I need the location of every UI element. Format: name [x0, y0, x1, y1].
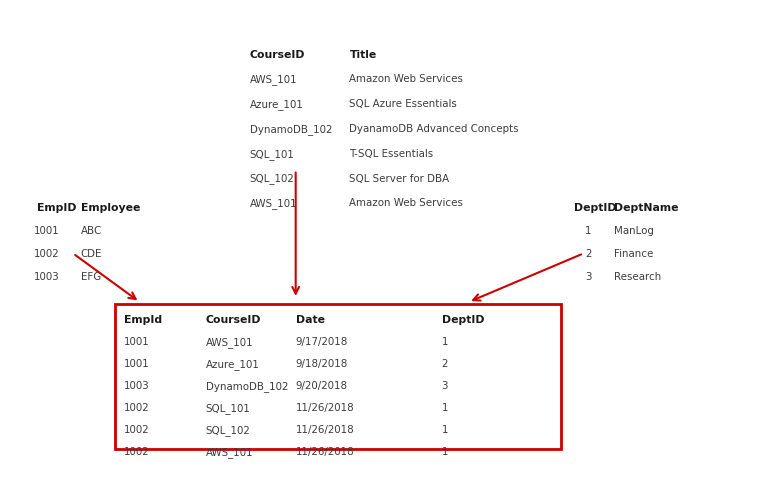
Text: SQL_102: SQL_102 — [250, 174, 294, 185]
Text: EmpId: EmpId — [124, 315, 163, 326]
Text: AWS_101: AWS_101 — [250, 74, 297, 85]
Text: 1002: 1002 — [35, 249, 60, 259]
Text: SQL_101: SQL_101 — [250, 149, 294, 160]
Text: Employee: Employee — [81, 203, 140, 213]
Text: 1001: 1001 — [124, 359, 151, 369]
Text: Date: Date — [296, 315, 325, 326]
Text: Azure_101: Azure_101 — [206, 359, 260, 370]
Text: 1002: 1002 — [124, 425, 150, 435]
Text: 2: 2 — [442, 359, 448, 369]
Bar — [115, 304, 561, 449]
Text: EmpID: EmpID — [37, 203, 76, 213]
Text: 1: 1 — [442, 337, 448, 347]
Text: 2: 2 — [585, 249, 591, 259]
Text: 11/26/2018: 11/26/2018 — [296, 403, 354, 413]
Text: AWS_101: AWS_101 — [206, 337, 253, 348]
Text: SQL_102: SQL_102 — [206, 425, 250, 436]
Text: DyanamoDB Advanced Concepts: DyanamoDB Advanced Concepts — [349, 124, 519, 134]
Text: DeptID: DeptID — [442, 315, 484, 326]
Text: AWS_101: AWS_101 — [250, 198, 297, 209]
Text: CDE: CDE — [81, 249, 102, 259]
Text: DeptID: DeptID — [574, 203, 617, 213]
Text: 1001: 1001 — [124, 337, 151, 347]
Text: 1: 1 — [442, 447, 448, 457]
Text: AWS_101: AWS_101 — [206, 447, 253, 458]
Text: 1001: 1001 — [34, 226, 60, 236]
Text: Research: Research — [614, 272, 662, 282]
Text: DeptName: DeptName — [614, 203, 679, 213]
Text: 1003: 1003 — [124, 381, 151, 391]
Text: ABC: ABC — [81, 226, 102, 236]
Text: Azure_101: Azure_101 — [250, 99, 303, 110]
Text: 3: 3 — [442, 381, 448, 391]
Text: Amazon Web Services: Amazon Web Services — [349, 198, 463, 208]
Text: EFG: EFG — [81, 272, 101, 282]
Text: 9/18/2018: 9/18/2018 — [296, 359, 348, 369]
Text: 1003: 1003 — [34, 272, 60, 282]
Text: 3: 3 — [585, 272, 591, 282]
Text: CourseID: CourseID — [206, 315, 261, 326]
Text: DynamoDB_102: DynamoDB_102 — [250, 124, 332, 135]
Text: 11/26/2018: 11/26/2018 — [296, 447, 354, 457]
Text: 1: 1 — [585, 226, 591, 236]
Text: 1: 1 — [442, 403, 448, 413]
Text: T-SQL Essentials: T-SQL Essentials — [349, 149, 434, 159]
Text: 9/20/2018: 9/20/2018 — [296, 381, 348, 391]
Text: SQL Azure Essentials: SQL Azure Essentials — [349, 99, 457, 109]
Text: ManLog: ManLog — [614, 226, 654, 236]
Text: 1002: 1002 — [124, 447, 150, 457]
Text: SQL Server for DBA: SQL Server for DBA — [349, 174, 449, 184]
Text: SQL_101: SQL_101 — [206, 403, 250, 414]
Text: 9/17/2018: 9/17/2018 — [296, 337, 348, 347]
Text: Title: Title — [349, 50, 376, 60]
Text: CourseID: CourseID — [250, 50, 305, 60]
Text: 1002: 1002 — [124, 403, 150, 413]
Text: DynamoDB_102: DynamoDB_102 — [206, 381, 288, 392]
Text: Finance: Finance — [614, 249, 654, 259]
Text: Amazon Web Services: Amazon Web Services — [349, 74, 463, 84]
Text: 1: 1 — [442, 425, 448, 435]
Text: 11/26/2018: 11/26/2018 — [296, 425, 354, 435]
